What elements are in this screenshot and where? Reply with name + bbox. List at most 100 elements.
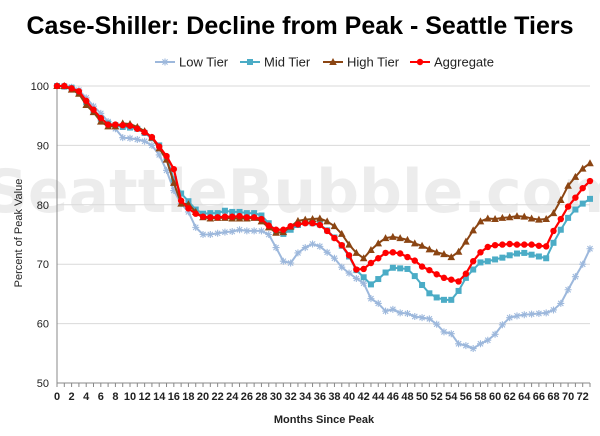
data-point-low: [374, 299, 382, 307]
data-point-aggregate: [229, 213, 236, 220]
x-axis-label: Months Since Peak: [274, 414, 375, 426]
data-point-aggregate: [90, 106, 97, 113]
data-point-mid: [499, 254, 506, 261]
data-point-aggregate: [542, 243, 550, 250]
data-point-high: [564, 181, 572, 189]
data-point-aggregate: [243, 214, 251, 221]
x-tick-label: 36: [314, 391, 326, 403]
series-layer: [53, 82, 594, 353]
data-point-aggregate: [469, 258, 477, 265]
data-point-low: [163, 166, 171, 174]
x-tick-label: 68: [547, 391, 559, 403]
x-tick-label: 32: [285, 391, 297, 403]
data-point-low: [250, 227, 258, 235]
data-point-mid: [484, 258, 491, 265]
data-point-high: [374, 239, 383, 247]
data-point-high: [425, 245, 434, 253]
data-point-aggregate: [272, 226, 280, 233]
x-tick-label: 14: [153, 391, 166, 403]
data-point-low: [382, 307, 390, 315]
data-point-mid: [221, 207, 228, 214]
data-point-mid: [178, 190, 185, 197]
data-point-low: [360, 279, 368, 287]
y-tick-label: 80: [37, 200, 49, 212]
data-point-aggregate: [294, 221, 302, 228]
data-point-low: [403, 310, 411, 318]
data-point-aggregate: [156, 143, 163, 150]
x-tick-label: 20: [197, 391, 209, 403]
y-tick-label: 90: [37, 140, 49, 152]
data-point-low: [564, 286, 572, 294]
y-axis-label: Percent of Peak Value: [13, 179, 25, 288]
data-point-aggregate: [68, 85, 75, 92]
y-tick-label: 50: [37, 378, 49, 390]
data-point-high: [345, 240, 353, 248]
x-tick-label: 4: [83, 391, 90, 403]
x-tick-label: 28: [255, 391, 267, 403]
data-point-aggregate: [513, 241, 521, 248]
data-point-aggregate: [97, 114, 105, 122]
data-point-low: [294, 249, 302, 257]
data-point-aggregate: [426, 266, 433, 274]
data-point-mid: [397, 265, 404, 272]
data-point-mid: [382, 269, 389, 276]
data-point-mid: [543, 255, 550, 262]
data-point-high: [527, 214, 536, 222]
data-point-mid: [236, 208, 243, 215]
data-point-low: [389, 305, 397, 313]
legend-marker-mid: [247, 59, 253, 65]
data-point-low: [287, 259, 295, 267]
data-point-mid: [411, 273, 418, 280]
data-point-aggregate: [579, 184, 586, 192]
data-point-low: [535, 310, 543, 318]
data-point-aggregate: [112, 121, 119, 128]
data-point-low: [579, 260, 587, 268]
data-point-low: [491, 330, 499, 338]
x-tick-label: 52: [431, 391, 443, 403]
data-point-high: [542, 215, 550, 223]
x-tick-label: 24: [226, 391, 239, 403]
data-point-high: [432, 248, 441, 256]
data-point-aggregate: [309, 220, 316, 227]
data-point-mid: [557, 226, 564, 233]
data-point-aggregate: [367, 259, 375, 267]
data-point-mid: [462, 274, 469, 281]
legend-marker-low: [161, 58, 169, 66]
data-point-low: [425, 315, 433, 323]
x-tick-label: 18: [182, 391, 194, 403]
data-point-mid: [207, 210, 214, 217]
data-point-high: [535, 215, 543, 223]
data-point-aggregate: [126, 122, 134, 129]
data-point-aggregate: [265, 222, 272, 229]
data-point-low: [542, 309, 550, 317]
data-point-aggregate: [586, 177, 594, 185]
x-tick-label: 40: [343, 391, 355, 403]
x-tick-label: 48: [401, 391, 413, 403]
data-point-mid: [404, 265, 411, 272]
x-tick-label: 34: [299, 391, 312, 403]
data-point-mid: [579, 200, 586, 207]
data-point-aggregate: [418, 263, 426, 270]
data-point-mid: [528, 251, 535, 258]
data-point-mid: [521, 249, 528, 256]
chart-title: Case-Shiller: Decline from Peak - Seattl…: [27, 12, 574, 40]
data-point-mid: [587, 195, 593, 202]
data-point-low: [513, 312, 521, 320]
data-point-aggregate: [484, 243, 491, 251]
data-point-high: [418, 241, 426, 249]
x-tick-label: 8: [112, 391, 118, 403]
data-point-aggregate: [455, 278, 462, 285]
legend-label-aggregate: Aggregate: [434, 55, 494, 70]
x-axis-ticks: 0 2 4 6 8 10 12 14 16 18 20 22 24 26 28 30 32 34 36 38 40 42 4…: [54, 383, 591, 403]
data-point-high: [491, 215, 499, 223]
data-point-mid: [214, 210, 221, 217]
data-point-aggregate: [214, 214, 221, 221]
data-point-high: [367, 245, 375, 253]
data-point-aggregate: [433, 271, 440, 278]
data-point-mid: [243, 210, 250, 217]
data-point-low: [316, 242, 324, 250]
legend: Low Tier Mid Tier High Tier Aggregate: [155, 55, 494, 70]
data-point-aggregate: [185, 205, 192, 212]
y-axis-ticks: 50 60 70 80 90 100: [31, 81, 49, 390]
